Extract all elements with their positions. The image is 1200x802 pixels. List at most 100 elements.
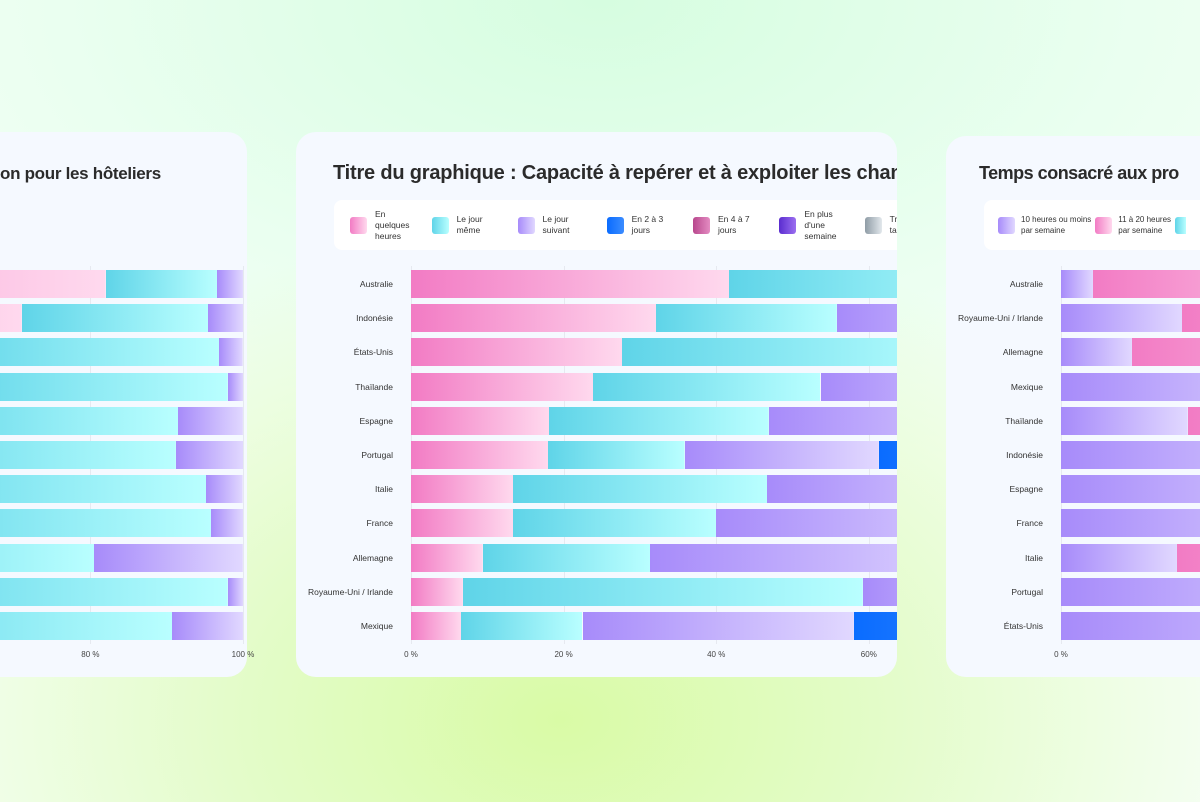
bar-segment-cyan xyxy=(21,304,208,333)
bar-segment-cyan xyxy=(0,475,207,504)
bar-segment-en-quelques-heures xyxy=(411,441,549,469)
chart-card-left: on pour les hôteliers 80 % 100 % xyxy=(0,132,254,677)
legend-item-trop-tard: Trop tard xyxy=(864,214,897,236)
bar-segment-en-quelques-heures xyxy=(411,372,594,401)
bar-segment-le-jour-me-me xyxy=(729,270,897,298)
bar-segment-le-jour-suivant xyxy=(649,543,897,572)
legend-label: En 2 à 3 jours xyxy=(631,214,664,235)
bar-segment-en-quelques-heures xyxy=(411,304,656,333)
bar-segment-purple xyxy=(1061,577,1200,606)
bar-row: Australie xyxy=(360,270,897,298)
legend-swatch xyxy=(864,216,882,234)
bar-row xyxy=(0,270,247,298)
bar-row: Italie xyxy=(1025,543,1200,572)
bar-row: Thaïlande xyxy=(355,372,897,401)
bar-row: Royaume-Uni / Irlande xyxy=(958,304,1200,333)
legend-swatch xyxy=(1095,216,1113,234)
legend-item-en-4-a-7-jours: En 4 à 7 jours xyxy=(692,214,765,236)
bar-segment-le-jour-suivant xyxy=(862,577,897,606)
legend-label: En 4 à 7 jours xyxy=(717,214,750,235)
bar-segment-en-quelques-heures xyxy=(411,338,623,367)
bar-segment-purple xyxy=(1061,475,1200,504)
bar-row: États-Unis xyxy=(1004,612,1200,640)
bar-segment-pink xyxy=(1176,543,1200,572)
category-label: Espagne xyxy=(359,415,393,426)
bar-row: Indonésie xyxy=(1006,441,1200,469)
bar-segment-cyan xyxy=(0,509,211,538)
legend-swatch xyxy=(431,216,449,234)
bar-segment-purple xyxy=(1061,304,1183,333)
legend-item-en-plus-d-une-semaine: En plus d'une semaine xyxy=(779,209,850,242)
legend-label: Trop tard xyxy=(889,214,897,235)
chart-card-right: Temps consacré aux pro 10 heures ou moin… xyxy=(946,136,1200,677)
legend-swatch xyxy=(779,216,797,234)
bar-row xyxy=(0,338,247,367)
bar-segment-purple xyxy=(206,475,243,504)
legend-item-en-2-a-3-jours: En 2 à 3 jours xyxy=(606,214,679,236)
legend-item-en-quelques-heures: En quelques heures xyxy=(350,209,418,242)
legend-label: En quelques heures xyxy=(375,208,410,241)
bar-row: Mexique xyxy=(1011,372,1200,401)
bar-row: France xyxy=(1017,509,1200,538)
category-label: Thaïlande xyxy=(1005,415,1043,426)
bar-segment-le-jour-suivant xyxy=(684,441,879,469)
x-tick-label: 0 % xyxy=(404,650,418,659)
bar-segment-cyan xyxy=(0,612,173,640)
category-label: Portugal xyxy=(361,450,393,460)
chart-title: Temps consacré aux pro xyxy=(979,163,1179,183)
bar-segment-en-2-a-3-jours xyxy=(878,441,897,469)
bar-row xyxy=(0,441,247,469)
bar-row xyxy=(0,475,247,504)
bar-segment-cyan xyxy=(0,372,228,401)
bar-segment-cyan xyxy=(105,270,218,298)
x-tick-label: 80 % xyxy=(81,650,100,659)
category-label: États-Unis xyxy=(353,347,393,358)
chart-title: Titre du graphique : Capacité à repérer … xyxy=(333,162,897,184)
bar-segment-en-quelques-heures xyxy=(411,270,730,298)
bar-segment-purple xyxy=(178,406,243,435)
bar-row: Portugal xyxy=(361,441,897,469)
bar-segment-pink xyxy=(1093,270,1200,298)
bar-segment-pink xyxy=(1182,304,1200,333)
bar-row: Italie xyxy=(375,475,897,504)
bar-segment-en-quelques-heures xyxy=(411,475,514,504)
bar-segment-pink xyxy=(1187,406,1200,435)
bar-segment-le-jour-me-me xyxy=(622,338,897,367)
legend-swatch xyxy=(998,216,1015,234)
x-tick-label: 100 % xyxy=(231,650,255,659)
legend-label: En plus d'une semaine xyxy=(804,208,837,241)
bar-row: Allemagne xyxy=(353,543,897,572)
bar-segment-en-quelques-heures xyxy=(411,406,550,435)
bar-row: Australie xyxy=(1010,270,1200,298)
bar-segment-purple xyxy=(1061,509,1200,538)
bar-segment-purple xyxy=(207,304,243,333)
bar-row xyxy=(0,304,247,333)
category-label: Allemagne xyxy=(1002,347,1043,358)
category-label: États-Unis xyxy=(1003,621,1043,631)
bar-segment-purple xyxy=(219,338,243,367)
bar-row: Portugal xyxy=(1011,577,1200,606)
bar-segment-cyan xyxy=(0,406,179,435)
bar-segment-purple xyxy=(94,543,243,572)
bar-row: Mexique xyxy=(361,612,897,640)
legend-swatch xyxy=(1175,216,1187,234)
bar-segment-le-jour-me-me xyxy=(593,372,821,401)
category-label: Indonésie xyxy=(1006,450,1043,460)
bar-segment-le-jour-suivant xyxy=(767,475,897,504)
legend-label: 10 heures ou moins par semaine xyxy=(1021,215,1092,235)
x-tick-label: 0 % xyxy=(1054,650,1068,659)
category-label: Thaïlande xyxy=(355,381,393,392)
bar-segment-le-jour-me-me xyxy=(549,406,769,435)
legend-swatch xyxy=(517,216,535,234)
legend-item-10-heures-ou-moins-par-semaine: 10 heures ou moins par semaine xyxy=(998,214,1091,236)
bar-row xyxy=(0,509,247,538)
category-label: Australie xyxy=(359,279,393,289)
bar-row: Espagne xyxy=(1009,475,1200,504)
bar-segment-le-jour-suivant xyxy=(768,406,897,435)
bar-segment-le-jour-suivant xyxy=(582,612,854,640)
category-label: France xyxy=(366,518,393,529)
bar-row xyxy=(0,372,247,401)
category-label: Italie xyxy=(375,484,393,495)
legend-swatch xyxy=(350,216,367,234)
x-tick-label: 40 % xyxy=(707,650,726,659)
